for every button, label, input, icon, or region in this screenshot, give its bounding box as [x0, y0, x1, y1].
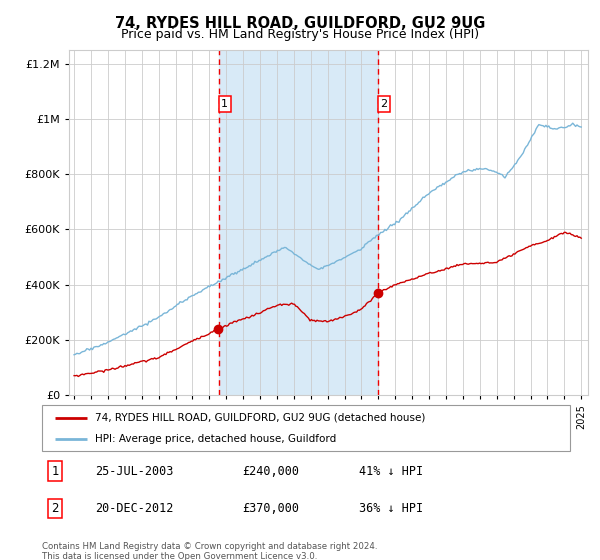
Text: 2: 2: [52, 502, 59, 515]
Text: 74, RYDES HILL ROAD, GUILDFORD, GU2 9UG: 74, RYDES HILL ROAD, GUILDFORD, GU2 9UG: [115, 16, 485, 31]
FancyBboxPatch shape: [42, 405, 570, 451]
Text: 74, RYDES HILL ROAD, GUILDFORD, GU2 9UG (detached house): 74, RYDES HILL ROAD, GUILDFORD, GU2 9UG …: [95, 413, 425, 423]
Text: 1: 1: [52, 465, 59, 478]
Bar: [219, 50, 378, 395]
Text: 2: 2: [380, 99, 388, 109]
Text: 41% ↓ HPI: 41% ↓ HPI: [359, 465, 423, 478]
Text: 25-JUL-2003: 25-JUL-2003: [95, 465, 173, 478]
Text: £370,000: £370,000: [242, 502, 299, 515]
Text: 20-DEC-2012: 20-DEC-2012: [95, 502, 173, 515]
Text: HPI: Average price, detached house, Guildford: HPI: Average price, detached house, Guil…: [95, 435, 336, 444]
Text: 1: 1: [221, 99, 229, 109]
Text: Price paid vs. HM Land Registry's House Price Index (HPI): Price paid vs. HM Land Registry's House …: [121, 28, 479, 41]
Text: £240,000: £240,000: [242, 465, 299, 478]
Text: Contains HM Land Registry data © Crown copyright and database right 2024.
This d: Contains HM Land Registry data © Crown c…: [42, 542, 377, 560]
Text: 36% ↓ HPI: 36% ↓ HPI: [359, 502, 423, 515]
